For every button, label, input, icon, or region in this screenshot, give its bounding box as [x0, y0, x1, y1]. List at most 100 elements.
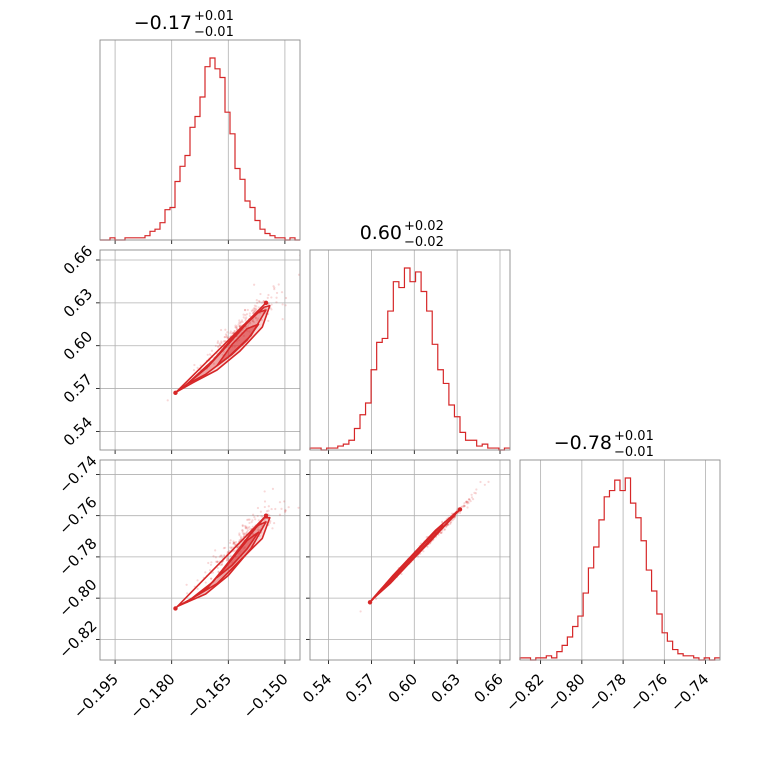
title-minus-1: −0.02 [404, 235, 444, 250]
scatter-point [443, 528, 446, 531]
scatter-point [240, 319, 244, 322]
x-tick-label: −0.78 [585, 670, 630, 715]
scatter-point [281, 303, 284, 306]
scatter-point [252, 513, 255, 516]
scatter-point [229, 554, 232, 557]
scatter-point [206, 353, 209, 356]
scatter-point [235, 326, 238, 329]
scatter-point [239, 535, 242, 538]
scatter-point [422, 550, 425, 553]
scatter-point [242, 334, 245, 337]
scatter-point [233, 329, 236, 333]
scatter-point [245, 313, 249, 316]
scatter-point [469, 500, 472, 503]
scatter-point [280, 507, 283, 510]
density-ridge [174, 302, 267, 394]
scatter-point [246, 324, 250, 328]
contour-2 [216, 323, 260, 367]
scatter-point [233, 345, 236, 348]
scatter-point [447, 523, 450, 527]
scatter-point [224, 333, 228, 336]
y-tick-label: −0.76 [55, 493, 100, 538]
scatter-point [473, 491, 476, 494]
axes-frame [519, 459, 721, 661]
x-tick-label: 0.66 [470, 670, 506, 706]
scatter-point [281, 317, 284, 321]
title-value-2: −0.78 [554, 432, 612, 454]
scatter-point [275, 291, 279, 295]
scatter-point [266, 296, 269, 299]
scatter-point [239, 322, 242, 325]
scatter-point [242, 532, 245, 535]
scatter-point [219, 554, 222, 557]
scatter-point [186, 592, 189, 595]
scatter-point [440, 531, 443, 534]
scatter-point [216, 341, 219, 345]
scatter-point [467, 500, 470, 504]
scatter-point [250, 521, 253, 524]
scatter-point [255, 305, 258, 308]
scatter-point [265, 510, 269, 513]
scatter-point [232, 542, 235, 546]
scatter-point [226, 336, 229, 340]
scatter-point [449, 522, 452, 525]
scatter-point [210, 561, 213, 564]
scatter-point [449, 521, 452, 524]
scatter-point [233, 541, 236, 544]
title-minus-0: −0.01 [194, 25, 234, 40]
scatter-point [256, 528, 260, 531]
scatter-point [221, 353, 224, 356]
scatter-point [256, 301, 259, 304]
scatter-point [223, 546, 227, 549]
contour-end-point [457, 507, 463, 512]
contour-1 [377, 523, 444, 593]
scatter-point [259, 292, 262, 296]
scatter-point [284, 304, 287, 307]
contour-end-point [263, 513, 269, 518]
scatter-point [462, 505, 465, 508]
scatter-point [273, 522, 276, 525]
y-tick-label: 0.54 [60, 413, 96, 449]
scatter-point [256, 514, 259, 518]
scatter-point [222, 547, 226, 550]
scatter-point [265, 307, 268, 310]
scatter-point [259, 510, 263, 513]
scatter-point [225, 334, 228, 337]
scatter-point [249, 322, 252, 325]
scatter-point [220, 340, 223, 343]
scatter-point [241, 531, 244, 534]
scatter-point [225, 559, 229, 562]
scatter-point [224, 328, 227, 331]
scatter-point [204, 581, 207, 584]
scatter-point [229, 539, 232, 542]
scatter-point [241, 529, 244, 532]
contour-end-point [173, 606, 178, 611]
scatter-point [244, 313, 247, 317]
scatter-point [243, 308, 247, 312]
scatter-point [252, 321, 255, 324]
scatter-point [243, 546, 247, 549]
histogram-step-2 [519, 477, 720, 661]
scatter-point [463, 504, 466, 508]
scatter-point [253, 283, 256, 286]
scatter-point [244, 317, 247, 320]
x-tick-label: 0.57 [342, 670, 378, 706]
scatter-point [238, 533, 241, 537]
scatter-point [210, 577, 213, 580]
scatter-point [192, 369, 196, 372]
scatter-point [242, 313, 245, 316]
scatter-point [271, 487, 275, 491]
scatter-point [234, 540, 238, 544]
scatter-point [466, 502, 469, 505]
contour-2 [216, 531, 260, 579]
scatter-point [359, 610, 362, 613]
scatter-point [284, 509, 287, 512]
scatter-point [251, 312, 255, 315]
contour-0 [176, 304, 271, 393]
scatter-point [245, 530, 249, 534]
histogram-panel-1: 0.60 +0.02−0.02 [309, 219, 511, 454]
pair-content [173, 487, 300, 611]
scatter-point [252, 532, 255, 535]
scatter-point [270, 296, 273, 299]
title-value-0: −0.17 [134, 12, 192, 34]
